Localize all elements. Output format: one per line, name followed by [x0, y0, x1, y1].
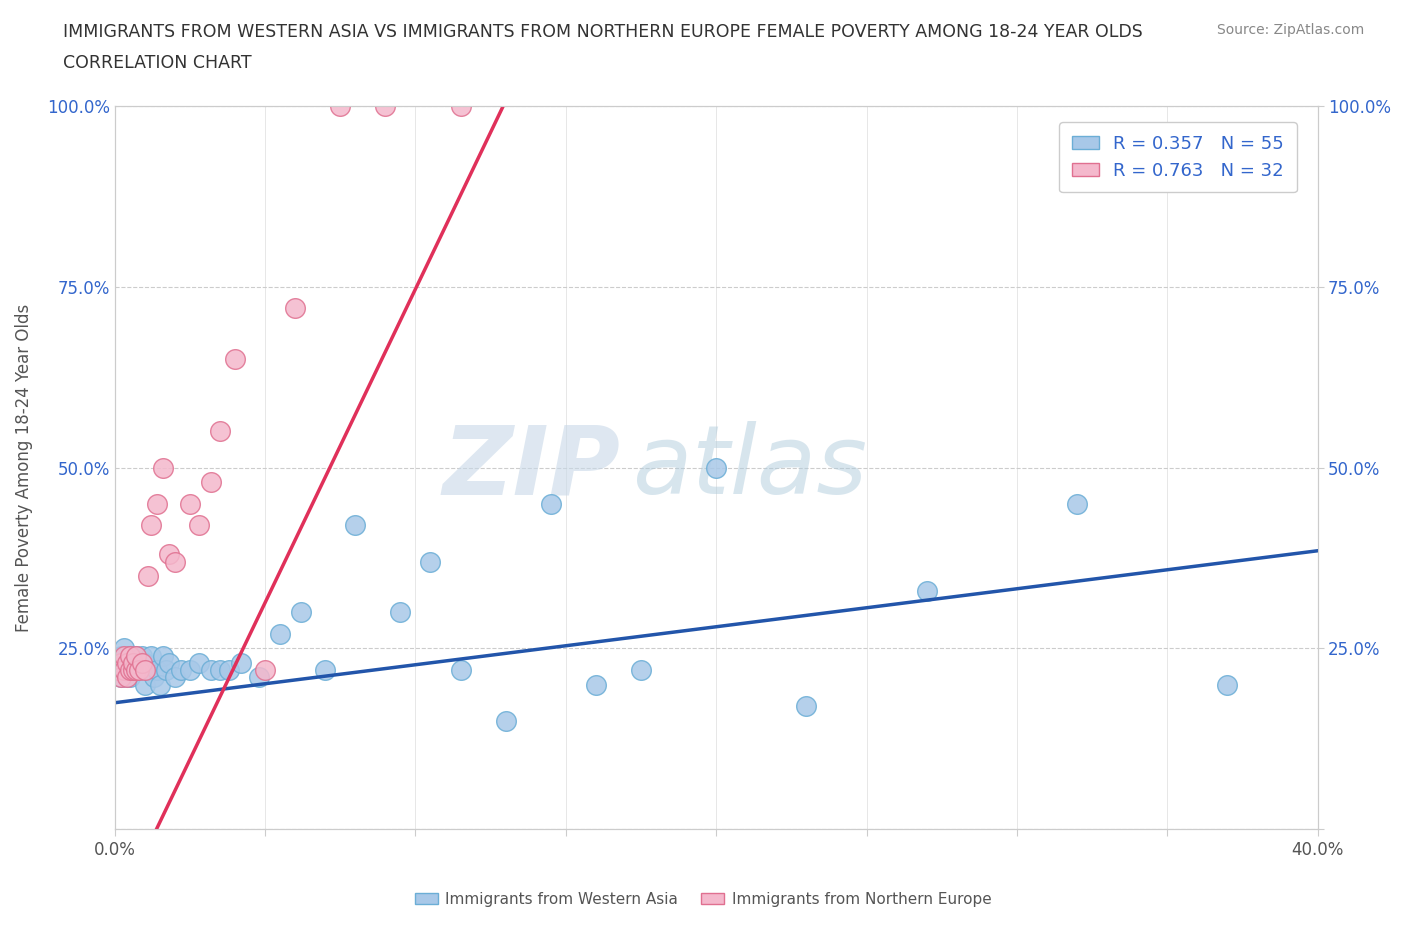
Point [128, 663, 150, 678]
Point [112, 663, 135, 678]
Point [128, 656, 150, 671]
Point [139, 518, 162, 533]
Point [374, 99, 396, 113]
Point [170, 663, 193, 678]
Text: CORRELATION CHART: CORRELATION CHART [63, 54, 252, 72]
Point [139, 648, 162, 663]
Point [1066, 497, 1088, 512]
Point [389, 604, 412, 619]
Point [115, 670, 138, 684]
Point [630, 663, 652, 678]
Point [585, 677, 607, 692]
Point [134, 663, 156, 678]
Point [125, 663, 148, 678]
Point [118, 663, 141, 678]
Point [131, 648, 153, 663]
Point [155, 663, 177, 678]
Point [125, 663, 148, 678]
Point [112, 656, 135, 671]
Point [254, 663, 277, 678]
Point [146, 663, 169, 678]
Point [134, 656, 156, 671]
Legend: R = 0.357   N = 55, R = 0.763   N = 32: R = 0.357 N = 55, R = 0.763 N = 32 [1059, 122, 1296, 193]
Point [136, 568, 159, 583]
Point [915, 583, 938, 598]
Point [187, 518, 209, 533]
Y-axis label: Female Poverty Among 18-24 Year Olds: Female Poverty Among 18-24 Year Olds [15, 303, 32, 631]
Point [121, 656, 143, 671]
Point [152, 648, 174, 663]
Point [450, 99, 472, 113]
Point [157, 656, 180, 671]
Text: ZIP: ZIP [441, 421, 620, 514]
Point [134, 677, 156, 692]
Point [107, 663, 129, 678]
Point [110, 670, 132, 684]
Point [200, 663, 222, 678]
Text: atlas: atlas [631, 421, 868, 514]
Point [128, 663, 150, 678]
Point [314, 663, 336, 678]
Point [115, 663, 138, 678]
Point [796, 699, 818, 714]
Point [157, 547, 180, 562]
Point [115, 656, 138, 671]
Point [419, 554, 441, 569]
Point [131, 663, 153, 678]
Point [218, 663, 240, 678]
Point [125, 648, 148, 663]
Point [495, 713, 517, 728]
Point [131, 656, 153, 671]
Point [224, 352, 246, 366]
Text: IMMIGRANTS FROM WESTERN ASIA VS IMMIGRANTS FROM NORTHERN EUROPE FEMALE POVERTY A: IMMIGRANTS FROM WESTERN ASIA VS IMMIGRAN… [63, 23, 1143, 41]
Point [125, 648, 148, 663]
Point [208, 663, 231, 678]
Point [163, 554, 186, 569]
Point [121, 663, 143, 678]
Point [118, 670, 141, 684]
Point [344, 518, 367, 533]
Point [110, 648, 132, 663]
Point [118, 663, 141, 678]
Text: Source: ZipAtlas.com: Source: ZipAtlas.com [1216, 23, 1364, 37]
Point [110, 656, 132, 671]
Point [110, 670, 132, 684]
Point [1216, 677, 1239, 692]
Point [152, 460, 174, 475]
Point [540, 497, 562, 512]
Point [146, 497, 169, 512]
Point [121, 663, 143, 678]
Point [329, 99, 352, 113]
Point [112, 648, 135, 663]
Point [229, 656, 252, 671]
Point [121, 656, 143, 671]
Point [163, 670, 186, 684]
Point [179, 497, 201, 512]
Point [187, 656, 209, 671]
Point [107, 663, 129, 678]
Point [208, 424, 231, 439]
Point [284, 301, 307, 316]
Point [450, 663, 472, 678]
Legend: Immigrants from Western Asia, Immigrants from Northern Europe: Immigrants from Western Asia, Immigrants… [409, 886, 997, 913]
Point [269, 627, 291, 642]
Point [115, 656, 138, 671]
Point [179, 663, 201, 678]
Point [115, 670, 138, 684]
Point [149, 677, 172, 692]
Point [112, 663, 135, 678]
Point [112, 641, 135, 656]
Point [290, 604, 312, 619]
Point [118, 648, 141, 663]
Point [200, 474, 222, 489]
Point [142, 670, 165, 684]
Point [247, 670, 270, 684]
Point [704, 460, 727, 475]
Point [118, 648, 141, 663]
Point [136, 663, 159, 678]
